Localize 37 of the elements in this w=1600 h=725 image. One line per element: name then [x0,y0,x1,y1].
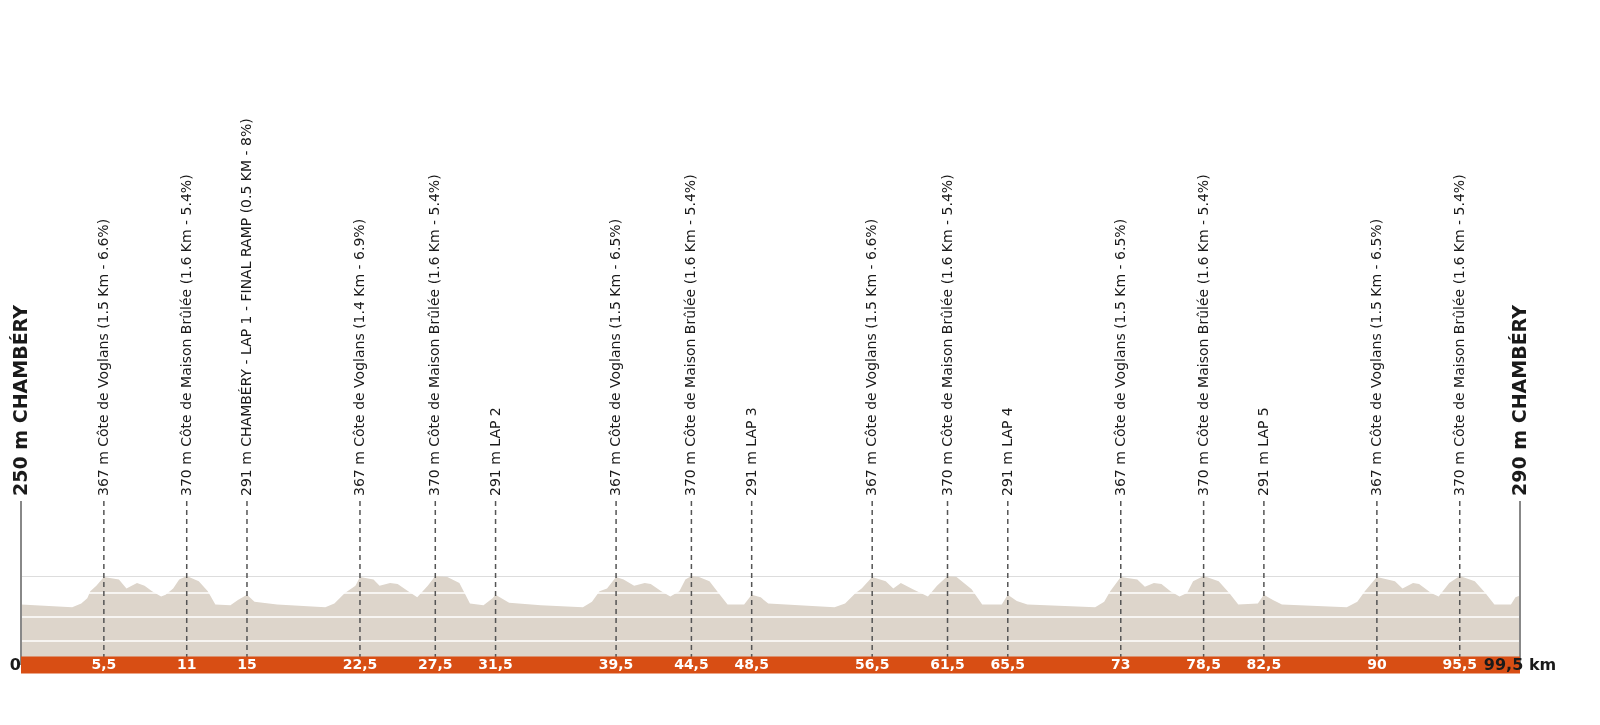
ref-line-label: 367 m Côte de Voglans (1.4 Km - 6.9%) [350,218,367,496]
x-tick-label: 44,5 [674,656,709,672]
ref-line-label: 367 m Côte de Voglans (1.5 Km - 6.5%) [1111,218,1128,496]
ref-line-label: 370 m Côte de Maison Brûlée (1.6 Km - 5.4%) [938,174,955,496]
ref-line-label: 291 m LAP 4 [998,407,1015,496]
ref-line-label: 291 m LAP 2 [486,407,503,496]
x-tick-label: 48,5 [734,656,769,672]
ref-line-label: 370 m Côte de Maison Brûlée (1.6 Km - 5.4%) [1450,174,1467,496]
x-tick-label: 65,5 [990,656,1026,672]
x-tick-label: 31,5 [478,656,513,672]
x-tick-label: 73 [1111,656,1131,672]
ref-line-label: 367 m Côte de Voglans (1.5 Km - 6.5%) [1367,218,1384,496]
x-tick-label: 0 [9,655,21,674]
ref-line-label: 367 m Côte de Voglans (1.5 Km - 6.6%) [94,218,111,496]
x-tick-label: 78,5 [1186,656,1221,672]
x-tick-label: 11 [176,656,197,672]
x-tick-label: 82,5 [1246,656,1282,672]
ref-line-label: 291 m LAP 5 [1254,407,1271,496]
ref-line-label: 291 m LAP 3 [742,407,759,496]
x-tick-label: 5,5 [91,656,117,672]
x-tick-label: 95,5 [1442,656,1478,672]
ref-line-label: 291 m CHAMBÉRY - LAP 1 - FINAL RAMP (0.5 KM - 8%) [237,118,254,496]
ref-line-label: 367 m Côte de Voglans (1.5 Km - 6.5%) [607,218,624,496]
ref-line-label: 370 m Côte de Maison Brûlée (1.6 Km - 5.4%) [177,174,194,496]
ref-line-label: 370 m Côte de Maison Brûlée (1.6 Km - 5.4%) [682,174,699,496]
ref-line-label: 367 m Côte de Voglans (1.5 Km - 6.6%) [863,218,880,496]
ref-line-label: 290 m CHAMBÉRY [1508,304,1530,496]
x-tick-label: 15 [237,656,257,672]
x-tick-label: 22,5 [342,656,378,672]
ref-line-label: 370 m Côte de Maison Brûlée (1.6 Km - 5.4%) [426,174,443,496]
x-tick-label: 90 [1367,656,1387,672]
x-tick-label: 39,5 [598,656,634,672]
ref-line-label: 370 m Côte de Maison Brûlée (1.6 Km - 5.4%) [1194,174,1211,496]
x-tick-label: 56,5 [854,656,890,672]
x-tick-label: 27,5 [418,656,453,672]
x-tick-label: 61,5 [930,656,965,672]
ref-line-label: 250 m CHAMBÉRY [9,304,31,496]
